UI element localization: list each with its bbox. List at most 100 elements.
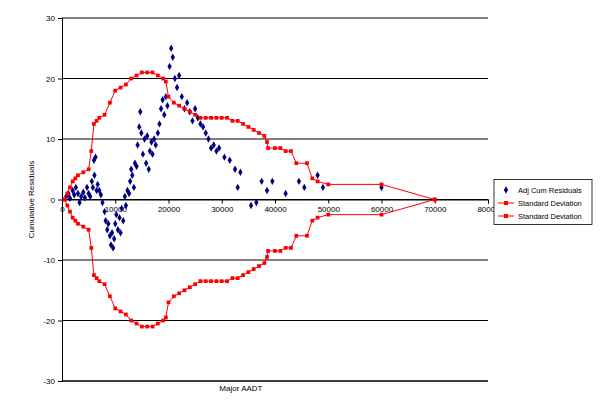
point: [171, 54, 175, 61]
point: [81, 170, 85, 174]
point: [164, 80, 168, 84]
point: [247, 125, 251, 129]
point: [238, 169, 242, 176]
point: [217, 144, 221, 151]
point: [204, 116, 208, 120]
point: [212, 141, 216, 148]
line: [65, 72, 435, 199]
legend-marker: [504, 186, 508, 193]
point: [231, 119, 235, 123]
legend-item: Adj Cum Residuals: [504, 186, 582, 195]
point: [65, 204, 69, 208]
point: [262, 134, 266, 138]
point: [88, 193, 92, 200]
point: [380, 213, 384, 217]
point: [111, 244, 115, 251]
y-tick-mark: [58, 18, 62, 19]
point: [162, 111, 166, 118]
point: [236, 184, 240, 191]
point: [172, 294, 176, 298]
point: [167, 300, 171, 304]
grid-line: [62, 78, 488, 79]
point: [284, 190, 288, 197]
point: [63, 198, 67, 202]
point: [112, 235, 116, 242]
point: [265, 187, 269, 194]
point: [231, 276, 235, 280]
point: [199, 116, 203, 120]
x-tick-mark: [115, 200, 116, 204]
point: [138, 108, 142, 115]
point: [289, 246, 293, 250]
point: [164, 316, 168, 320]
point: [113, 89, 117, 93]
point: [159, 105, 163, 112]
point: [100, 199, 104, 206]
point: [137, 123, 141, 130]
x-tick: 0: [60, 200, 65, 215]
point: [134, 163, 138, 170]
point: [188, 285, 192, 289]
y-tick-label: -20: [43, 317, 55, 326]
point: [182, 105, 186, 112]
point: [113, 307, 117, 311]
point: [135, 74, 139, 78]
point: [74, 184, 78, 191]
point: [124, 83, 128, 87]
y-axis: -30-20-100102030: [43, 14, 62, 386]
point: [257, 264, 261, 268]
point: [118, 229, 122, 236]
point: [193, 105, 197, 112]
point: [72, 191, 76, 198]
point: [266, 146, 270, 150]
x-tick-label: 30000: [211, 205, 234, 214]
point: [110, 229, 114, 236]
point: [297, 178, 301, 185]
point: [172, 101, 176, 105]
point: [124, 313, 128, 317]
y-tick-label: 0: [51, 196, 56, 205]
point: [193, 282, 197, 286]
point: [97, 279, 101, 283]
y-tick-label: 30: [46, 14, 55, 23]
x-tick-mark: [275, 200, 276, 204]
point: [156, 129, 160, 136]
x-tick-mark: [169, 200, 170, 204]
x-tick-label: 40000: [264, 205, 287, 214]
point: [89, 149, 93, 153]
y-tick-mark: [58, 200, 62, 201]
point: [83, 194, 87, 201]
point: [433, 198, 437, 202]
point: [265, 140, 269, 144]
point: [273, 146, 277, 150]
point: [91, 184, 95, 191]
x-tick-label: 70000: [424, 205, 447, 214]
point: [106, 220, 110, 227]
point: [433, 198, 437, 202]
point: [380, 183, 384, 187]
point: [129, 319, 133, 323]
y-tick-mark: [58, 381, 62, 382]
point: [315, 172, 319, 179]
point: [266, 249, 270, 253]
point: [140, 325, 144, 329]
point: [257, 131, 261, 135]
x-axis: 0100002000030000400005000060000700008000…: [60, 200, 500, 215]
point: [132, 184, 136, 191]
grid-line: [62, 381, 488, 382]
point: [145, 325, 149, 329]
x-tick: 40000: [264, 200, 287, 215]
point: [284, 246, 288, 250]
point: [141, 150, 145, 157]
point: [305, 161, 309, 165]
y-tick-mark: [58, 260, 62, 261]
point: [135, 141, 139, 148]
point: [157, 120, 161, 127]
x-tick-mark: [382, 200, 383, 204]
point: [254, 199, 258, 206]
x-tick: 30000: [211, 200, 234, 215]
point: [247, 270, 251, 274]
point: [129, 77, 133, 81]
point: [123, 193, 127, 200]
point: [103, 113, 107, 117]
